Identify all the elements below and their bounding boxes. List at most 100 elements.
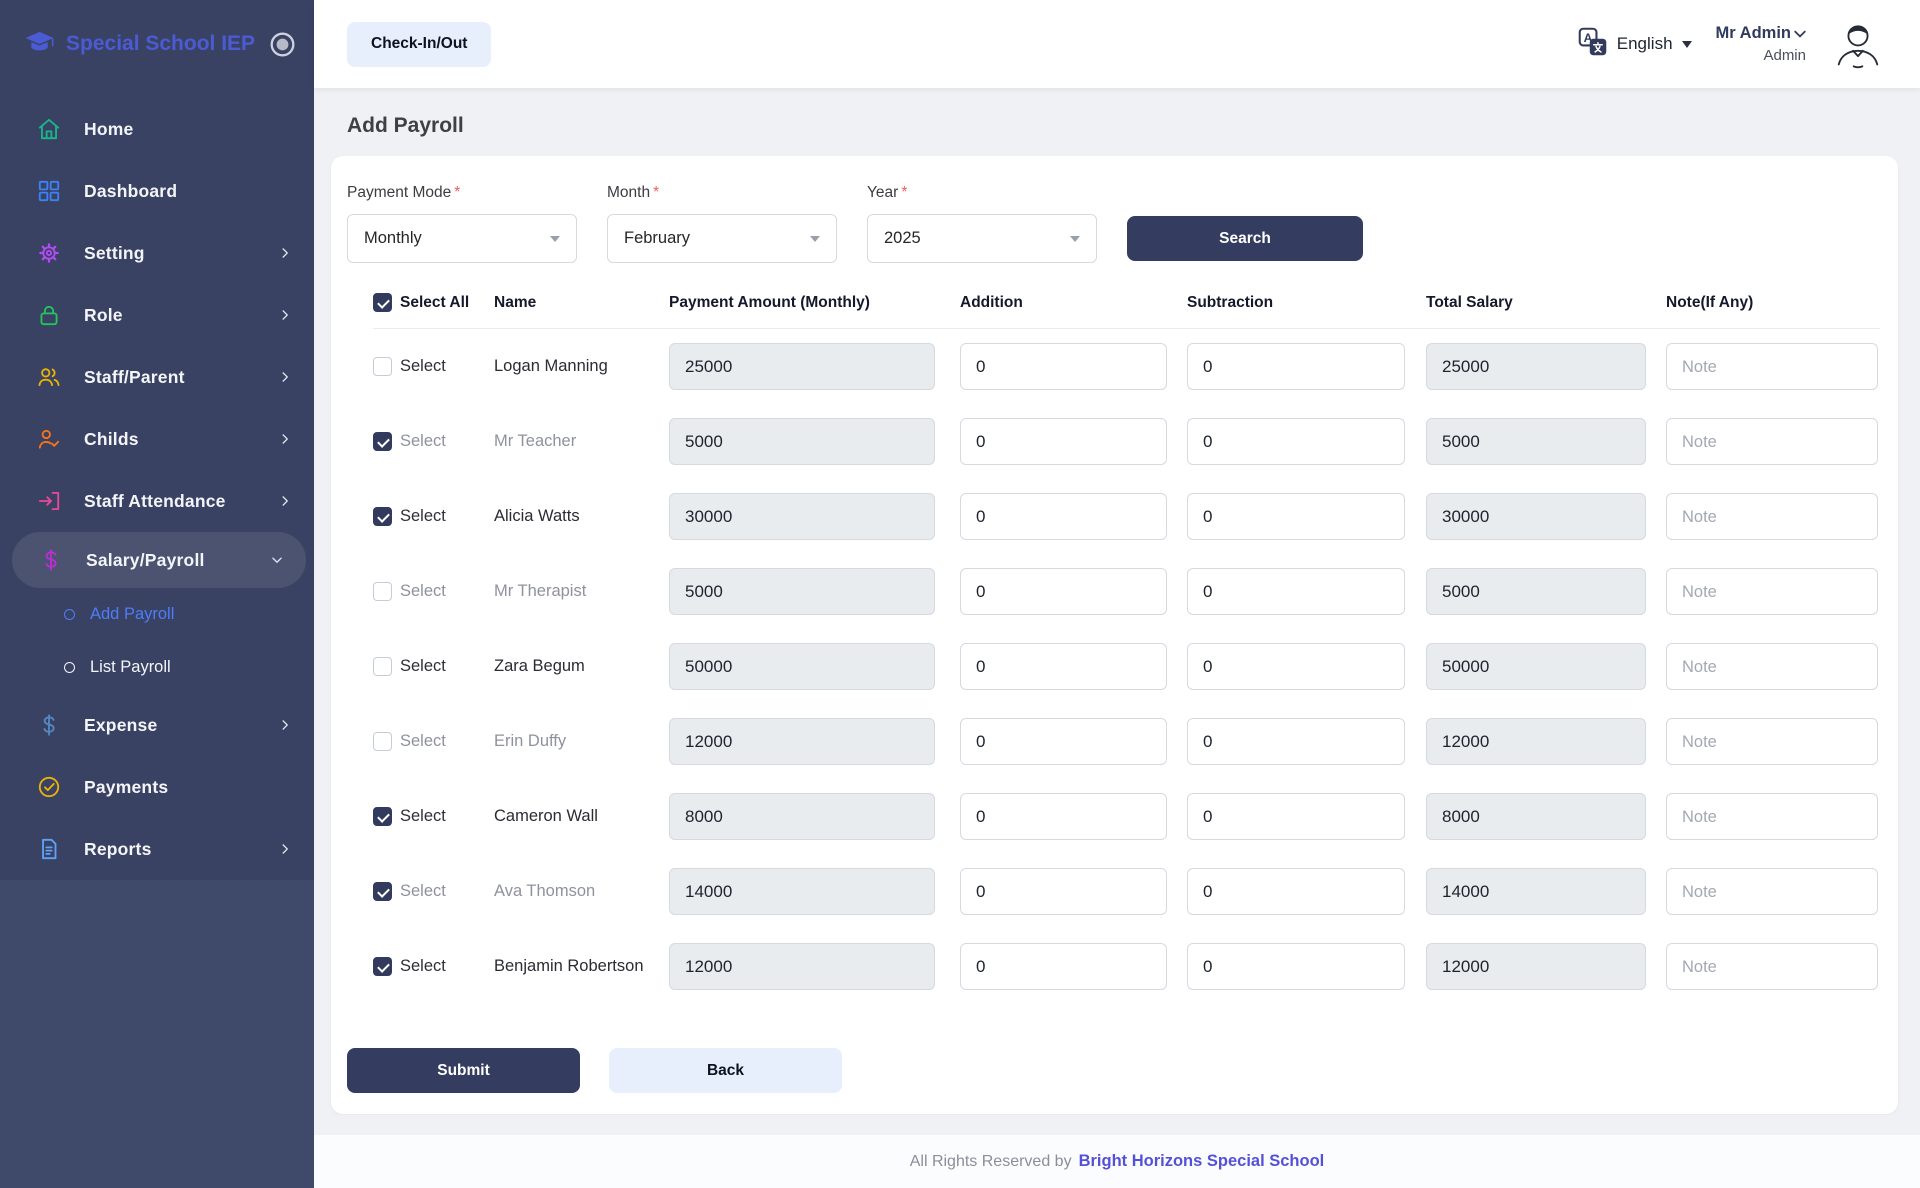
svg-text:A: A	[1583, 31, 1592, 45]
sidebar-item-setting[interactable]: Setting	[0, 222, 314, 284]
staff-name: Logan Manning	[494, 357, 608, 375]
addition-input[interactable]	[960, 868, 1167, 915]
row-select-cell: Select	[373, 807, 494, 826]
sidebar-item-childs[interactable]: Childs	[0, 408, 314, 470]
total-salary-input[interactable]	[1426, 868, 1646, 915]
subtraction-input[interactable]	[1187, 418, 1405, 465]
payment-amount-input[interactable]	[669, 493, 935, 540]
year-select[interactable]: 2025	[867, 214, 1097, 263]
note-input[interactable]	[1666, 643, 1878, 690]
sidebar-item-staff-attendance[interactable]: Staff Attendance	[0, 470, 314, 532]
sidebar-item-expense[interactable]: Expense	[0, 694, 314, 756]
note-input[interactable]	[1666, 568, 1878, 615]
search-button[interactable]: Search	[1127, 216, 1363, 261]
avatar[interactable]	[1830, 16, 1886, 72]
sidebar: Special School IEP Home Dashboard Setting R…	[0, 0, 314, 1188]
total-salary-input[interactable]	[1426, 493, 1646, 540]
sidebar-item-label: Payments	[84, 776, 169, 797]
addition-input[interactable]	[960, 568, 1167, 615]
lock-icon	[36, 302, 62, 328]
addition-input[interactable]	[960, 493, 1167, 540]
sidebar-item-payments[interactable]: Payments	[0, 756, 314, 818]
submit-button[interactable]: Submit	[347, 1048, 580, 1093]
total-salary-input[interactable]	[1426, 568, 1646, 615]
people-icon	[36, 364, 62, 390]
addition-input[interactable]	[960, 943, 1167, 990]
row-select-checkbox[interactable]	[373, 432, 392, 451]
payment-mode-select[interactable]: Monthly	[347, 214, 577, 263]
staff-name: Alicia Watts	[494, 507, 580, 525]
addition-input[interactable]	[960, 718, 1167, 765]
year-filter: Year * 2025	[867, 184, 1097, 263]
sidebar-subitem-list-payroll[interactable]: List Payroll	[0, 641, 314, 694]
payment-amount-input[interactable]	[669, 343, 935, 390]
addition-input[interactable]	[960, 418, 1167, 465]
column-header-name: Name	[494, 293, 537, 311]
addition-input[interactable]	[960, 643, 1167, 690]
subtraction-input[interactable]	[1187, 943, 1405, 990]
payment-amount-input[interactable]	[669, 943, 935, 990]
subtraction-input[interactable]	[1187, 868, 1405, 915]
graduation-cap-icon	[22, 28, 58, 60]
row-select-checkbox[interactable]	[373, 507, 392, 526]
total-salary-input[interactable]	[1426, 418, 1646, 465]
sidebar-item-staff-parent[interactable]: Staff/Parent	[0, 346, 314, 408]
subtraction-input[interactable]	[1187, 793, 1405, 840]
user-menu[interactable]: Mr Admin Admin	[1716, 24, 1806, 64]
note-input[interactable]	[1666, 418, 1878, 465]
row-select-checkbox[interactable]	[373, 882, 392, 901]
table-row: Select Ava Thomson	[373, 854, 1880, 929]
footer-brand-link[interactable]: Bright Horizons Special School	[1078, 1152, 1325, 1170]
subtraction-input[interactable]	[1187, 343, 1405, 390]
payment-amount-input[interactable]	[669, 793, 935, 840]
total-salary-input[interactable]	[1426, 343, 1646, 390]
note-input[interactable]	[1666, 343, 1878, 390]
back-button[interactable]: Back	[609, 1048, 842, 1093]
addition-input[interactable]	[960, 793, 1167, 840]
payment-amount-input[interactable]	[669, 643, 935, 690]
sidebar-item-role[interactable]: Role	[0, 284, 314, 346]
payment-amount-input[interactable]	[669, 568, 935, 615]
sidebar-subitem-add-payroll[interactable]: Add Payroll	[0, 588, 314, 641]
note-input[interactable]	[1666, 943, 1878, 990]
payment-amount-input[interactable]	[669, 868, 935, 915]
check-in-out-button[interactable]: Check-In/Out	[347, 21, 492, 67]
row-select-label: Select	[400, 507, 446, 525]
row-select-cell: Select	[373, 582, 494, 601]
note-input[interactable]	[1666, 493, 1878, 540]
sidebar-item-home[interactable]: Home	[0, 98, 314, 160]
sidebar-item-salary-payroll[interactable]: Salary/Payroll	[12, 532, 306, 588]
subtraction-input[interactable]	[1187, 568, 1405, 615]
circle-bullet-icon	[64, 662, 75, 673]
row-select-checkbox[interactable]	[373, 732, 392, 751]
subtraction-input[interactable]	[1187, 718, 1405, 765]
row-select-cell: Select	[373, 882, 494, 901]
note-input[interactable]	[1666, 718, 1878, 765]
subtraction-input[interactable]	[1187, 493, 1405, 540]
total-salary-input[interactable]	[1426, 793, 1646, 840]
row-select-checkbox[interactable]	[373, 357, 392, 376]
note-input[interactable]	[1666, 793, 1878, 840]
sidebar-item-dashboard[interactable]: Dashboard	[0, 160, 314, 222]
subtraction-input[interactable]	[1187, 643, 1405, 690]
row-select-checkbox[interactable]	[373, 582, 392, 601]
row-select-label: Select	[400, 582, 446, 600]
payment-amount-input[interactable]	[669, 418, 935, 465]
note-input[interactable]	[1666, 868, 1878, 915]
total-salary-input[interactable]	[1426, 943, 1646, 990]
select-all-checkbox[interactable]	[373, 293, 392, 312]
total-salary-input[interactable]	[1426, 718, 1646, 765]
payment-amount-input[interactable]	[669, 718, 935, 765]
sidebar-toggle-icon[interactable]	[269, 31, 296, 58]
table-row: Select Mr Therapist	[373, 554, 1880, 629]
row-select-checkbox[interactable]	[373, 957, 392, 976]
total-salary-input[interactable]	[1426, 643, 1646, 690]
language-dropdown[interactable]: A English	[1578, 27, 1692, 62]
addition-input[interactable]	[960, 343, 1167, 390]
row-select-checkbox[interactable]	[373, 657, 392, 676]
payment-mode-value: Monthly	[364, 229, 422, 247]
row-select-checkbox[interactable]	[373, 807, 392, 826]
sidebar-item-reports[interactable]: Reports	[0, 818, 314, 880]
month-select[interactable]: February	[607, 214, 837, 263]
report-icon	[36, 836, 62, 862]
